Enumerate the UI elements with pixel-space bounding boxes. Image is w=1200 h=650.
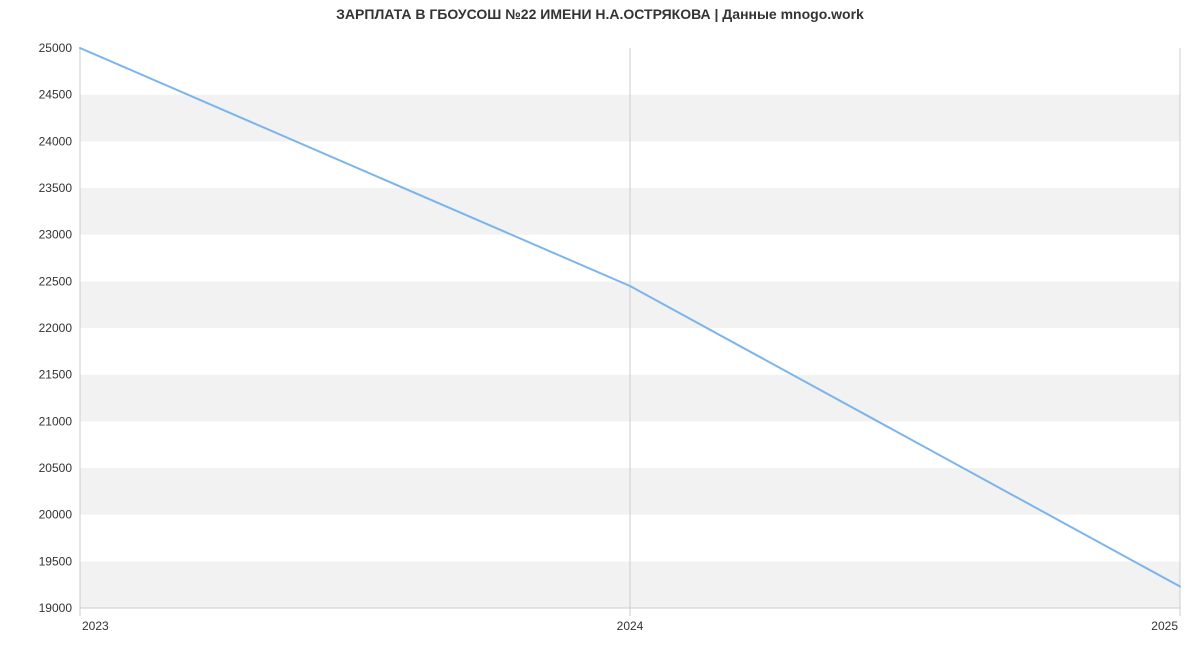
x-tick-label: 2025 [1151,619,1178,633]
y-tick-label: 23000 [39,228,73,242]
y-tick-label: 20500 [39,461,73,475]
x-tick-label: 2023 [82,619,109,633]
y-tick-label: 21500 [39,368,73,382]
y-tick-label: 19500 [39,554,73,568]
chart-container: ЗАРПЛАТА В ГБОУСОШ №22 ИМЕНИ Н.А.ОСТРЯКО… [0,0,1200,650]
y-tick-label: 22000 [39,321,73,335]
y-tick-label: 19000 [39,601,73,615]
chart-svg: 19000 19500 20000 20500 21000 21500 22000 22500… [0,0,1200,650]
y-tick-label: 25000 [39,41,73,55]
y-tick-label: 22500 [39,274,73,288]
x-tick-label: 2024 [617,619,644,633]
y-tick-label: 23500 [39,181,73,195]
y-tick-label: 21000 [39,414,73,428]
y-tick-label: 24000 [39,134,73,148]
y-tick-label: 24500 [39,88,73,102]
y-tick-label: 20000 [39,508,73,522]
